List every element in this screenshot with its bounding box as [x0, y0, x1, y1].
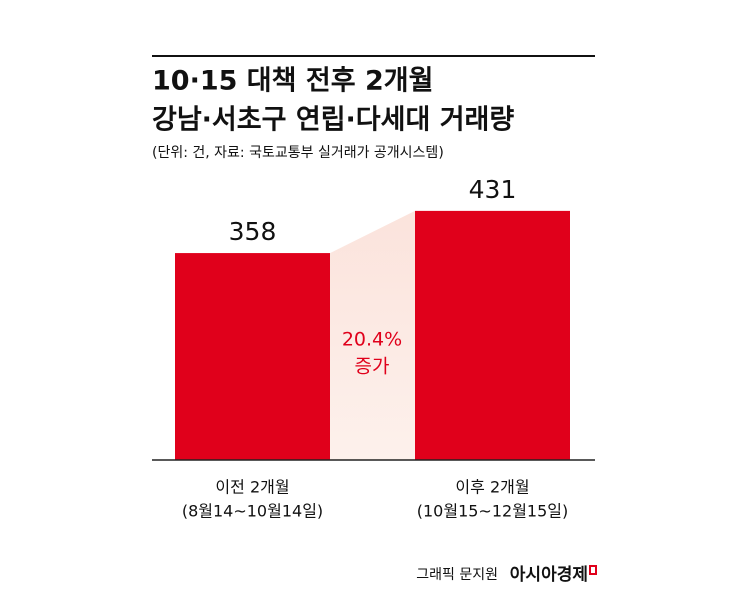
x-tick-sublabel: (10월15~12월15일)	[417, 502, 569, 521]
annotation: 증가	[355, 356, 390, 378]
brand-logo	[589, 565, 597, 575]
credit: 그래픽 문지원	[416, 567, 498, 583]
bar	[175, 253, 330, 460]
annotation: 20.4%	[342, 329, 402, 351]
chart-title: 강남·서초구 연립·다세대 거래량	[152, 105, 514, 136]
x-tick-label: 이후 2개월	[455, 478, 529, 497]
chart-subtitle: (단위: 건, 자료: 국토교통부 실거래가 공개시스템)	[152, 145, 444, 161]
value-label: 358	[229, 217, 277, 246]
connector	[330, 210, 415, 460]
bar	[415, 210, 570, 460]
x-tick-sublabel: (8월14~10월14일)	[182, 502, 323, 521]
brand: 아시아경제	[510, 565, 588, 585]
value-label: 431	[469, 175, 517, 204]
x-tick-label: 이전 2개월	[215, 478, 289, 497]
plot: 358 이전 2개월 (8월14~10월14일) 431 이후 2개월 (10월15~12…	[175, 175, 570, 521]
chart-title: 10·15 대책 전후 2개월	[152, 66, 433, 97]
